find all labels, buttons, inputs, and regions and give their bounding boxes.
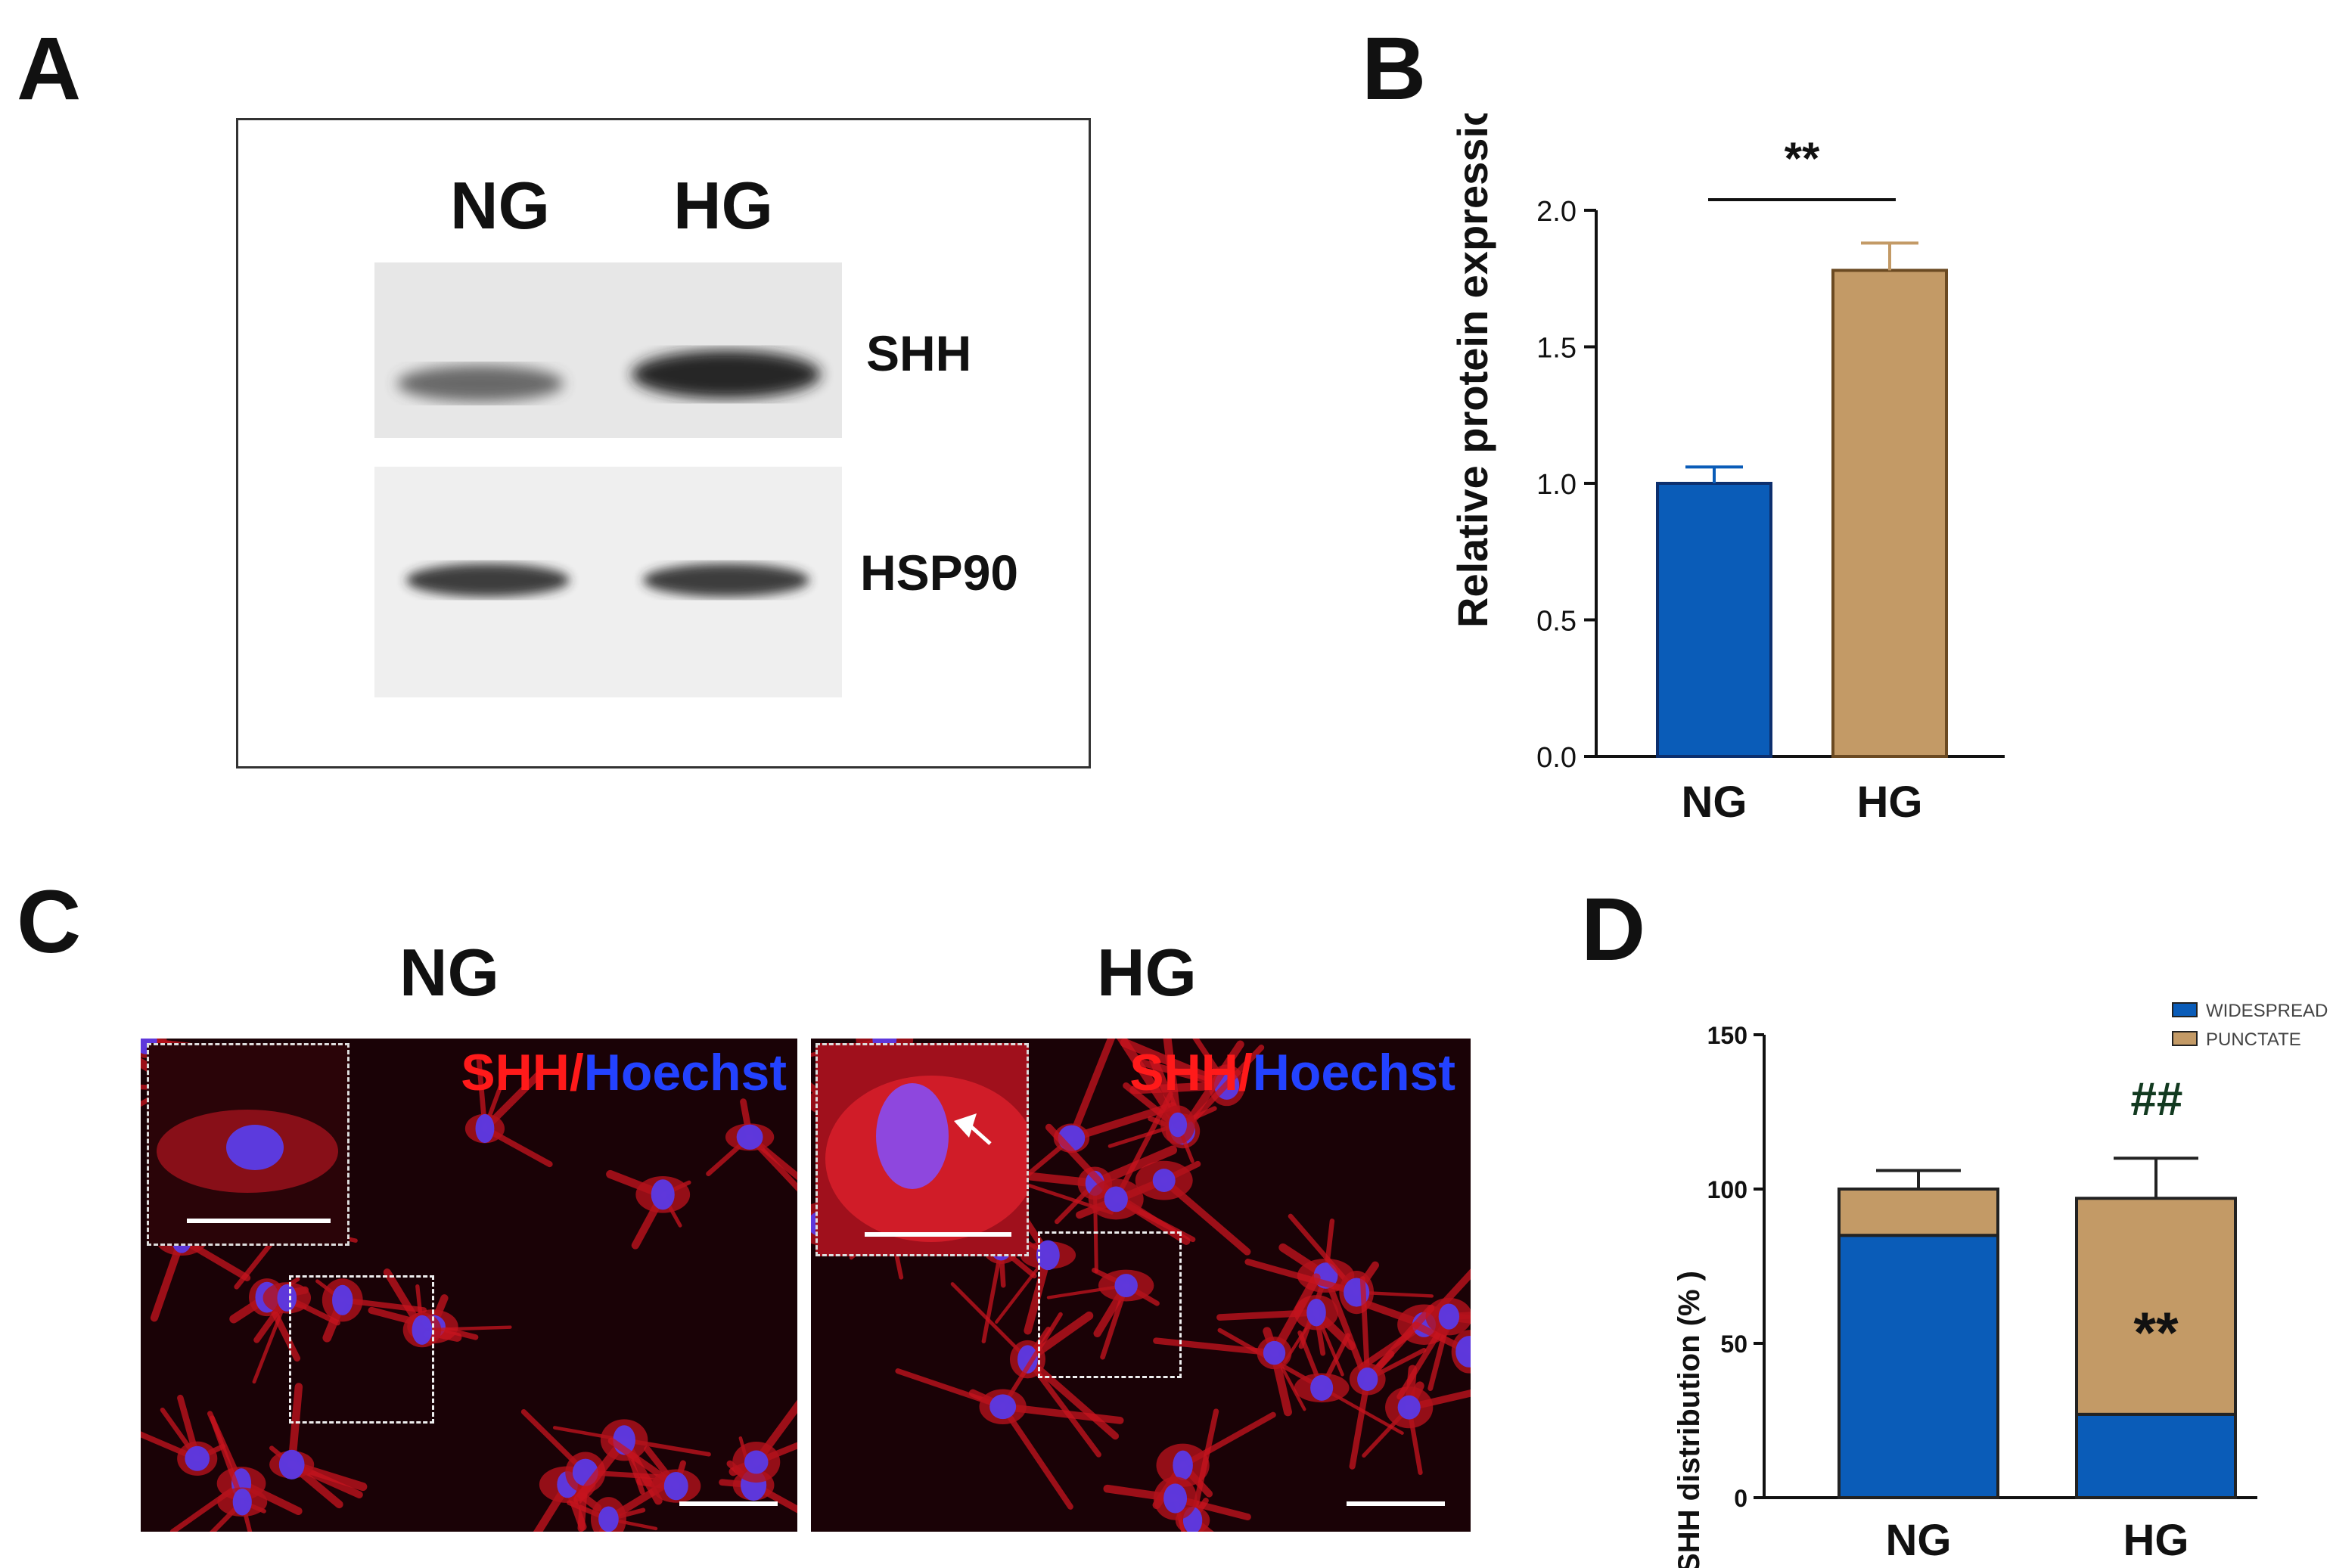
cell <box>1107 1039 1217 1163</box>
chart-b-bar <box>1831 269 1948 759</box>
cell <box>1103 1476 1251 1532</box>
hsp90-blot <box>374 467 842 697</box>
cell <box>1396 1297 1471 1400</box>
chart-d-bar-segment <box>1838 1234 1999 1499</box>
lane-label-hg: HG <box>673 168 773 243</box>
micrograph-ng: SHH/Hoechst <box>141 1039 797 1532</box>
inset-hg <box>815 1043 1029 1256</box>
chart-d-bar-segment <box>2075 1412 2237 1500</box>
stain-label-ng: SHH/Hoechst <box>461 1043 787 1102</box>
chart-d-ytick-label: 150 <box>1707 1022 1747 1049</box>
chart-d: SHH distribution (% ) 0 50 100 150 NG HG WID… <box>1673 1001 2328 1568</box>
cell <box>728 1399 797 1483</box>
roi-box-ng <box>289 1275 434 1424</box>
cell <box>252 1282 340 1384</box>
stain-shh-hg: SHH <box>1129 1044 1238 1101</box>
chart-d-legend-label: PUNCTATE <box>2206 1029 2301 1050</box>
scale-bar-ng <box>679 1501 778 1506</box>
chart-b: Relative protein expression 0.0 0.5 1.0 1.5… <box>1449 113 2005 827</box>
cell <box>1349 1276 1435 1470</box>
chart-b-ytick-label: 0.0 <box>1536 742 1577 774</box>
cell <box>269 1383 368 1509</box>
stain-label-hg: SHH/Hoechst <box>1129 1043 1455 1102</box>
stain-shh-ng: SHH <box>461 1044 570 1101</box>
chart-b-ytick-label: 1.0 <box>1536 469 1577 501</box>
chart-b-ytick-label: 2.0 <box>1536 196 1577 228</box>
chart-b-bar <box>1656 482 1772 758</box>
western-blot-frame: NG HG SHH HSP90 <box>236 118 1091 768</box>
chart-d-legend-label: WIDESPREAD <box>2206 1001 2328 1021</box>
chart-d-ytick-label: 0 <box>1734 1485 1747 1512</box>
stain-hoechst-ng: Hoechst <box>583 1044 787 1101</box>
stain-slash-hg: / <box>1238 1044 1253 1101</box>
shh-bands <box>397 350 821 402</box>
cell <box>606 1169 691 1250</box>
cell <box>607 1437 701 1503</box>
cell <box>383 1268 512 1348</box>
chart-d-legend-swatch <box>2172 1031 2198 1046</box>
chart-d-significance-star: ** <box>2133 1301 2179 1365</box>
chart-d-xtick-label: NG <box>1886 1516 1952 1565</box>
band-label-shh: SHH <box>866 325 972 381</box>
chart-b-yaxis-ticks: 0.0 0.5 1.0 1.5 2.0 <box>1536 196 1596 774</box>
micrograph-hg: SHH/Hoechst <box>811 1039 1471 1532</box>
cell <box>895 1312 1124 1510</box>
chart-b-significance: ** <box>1785 133 1820 184</box>
inset-ng-image <box>157 1110 338 1223</box>
stain-slash-ng: / <box>569 1044 584 1101</box>
chart-d-ytick-label: 50 <box>1720 1330 1747 1358</box>
chart-b-xtick-label: NG <box>1682 778 1747 827</box>
chart-d-bar-segment <box>1838 1188 1999 1237</box>
chart-d-xlabels: NG HG <box>1886 1516 2189 1565</box>
micro-title-ng: NG <box>399 935 499 1010</box>
scale-bar-hg <box>1347 1501 1445 1506</box>
chart-d-ytick-label: 100 <box>1707 1176 1747 1203</box>
chart-b-xtick-label: HG <box>1857 778 1923 827</box>
micrograph-ng-image <box>141 1039 797 1532</box>
cell <box>141 1394 226 1476</box>
cell <box>706 1098 797 1192</box>
chart-d-xtick-label: HG <box>2123 1516 2189 1565</box>
panel-c-letter: C <box>17 872 82 972</box>
band-label-hsp90: HSP90 <box>860 545 1019 601</box>
cell <box>209 1415 268 1532</box>
panel-b-letter: B <box>1362 19 1427 119</box>
inset-hg-image <box>825 1076 1027 1242</box>
lane-label-ng: NG <box>450 168 550 243</box>
roi-box-hg <box>1038 1231 1182 1378</box>
cell <box>567 1473 681 1532</box>
arrow-icon <box>954 1113 977 1138</box>
panel-d-letter: D <box>1581 880 1646 980</box>
chart-d-ylabel: SHH distribution (% ) <box>1673 1271 1706 1568</box>
inset-ng <box>147 1043 349 1246</box>
chart-d-legend-swatch <box>2172 1002 2198 1017</box>
chart-d-significance-hash: ## <box>2130 1073 2182 1126</box>
cell <box>1046 1268 1160 1360</box>
shh-blot <box>374 262 842 438</box>
chart-d-yaxis-ticks: 0 50 100 150 <box>1707 1022 1764 1512</box>
chart-d-bars <box>1838 1157 2237 1500</box>
hsp90-bands <box>406 564 809 597</box>
chart-d-legend: WIDESPREAD PUNCTATE <box>2172 1001 2328 1050</box>
chart-b-xlabels: NG HG <box>1682 778 1923 827</box>
chart-b-ylabel: Relative protein expression <box>1449 113 1496 628</box>
micro-title-hg: HG <box>1097 935 1197 1010</box>
cell <box>1412 1321 1471 1374</box>
stain-hoechst-hg: Hoechst <box>1252 1044 1455 1101</box>
cell <box>464 1056 553 1168</box>
chart-b-ytick-label: 1.5 <box>1536 333 1577 365</box>
chart-b-ytick-label: 0.5 <box>1536 606 1577 638</box>
panel-a-letter: A <box>17 19 82 119</box>
cell <box>1153 1273 1321 1417</box>
chart-b-bars <box>1656 241 1948 759</box>
chart-d-bar-segment <box>2075 1197 2237 1416</box>
